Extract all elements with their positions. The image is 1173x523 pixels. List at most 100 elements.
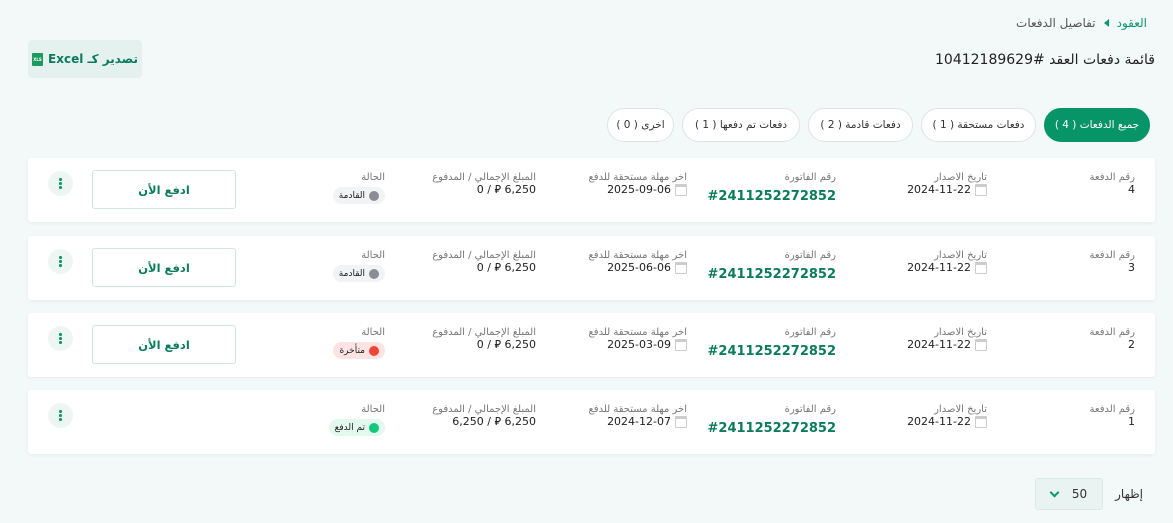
page-size-select[interactable]: 50 — [1035, 478, 1103, 510]
label: اخر مهلة مستحقة للدفع — [588, 404, 687, 415]
payment-card: رقم الدفعة 1 تاريخ الاصدار 2024-11-22 رقم … — [28, 390, 1155, 454]
invoice-number[interactable]: #2411252272852 — [707, 189, 836, 204]
issue-date: 2024-11-22 — [907, 338, 971, 351]
status-badge: القادمة — [332, 187, 385, 204]
label: رقم الدفعة — [1089, 404, 1135, 415]
payment-number-cell: رقم الدفعة 2 — [1090, 327, 1135, 351]
paid-amount: 0 — [476, 338, 484, 351]
riyal-icon: ⃁ — [494, 415, 501, 428]
status-badge: تم الدفع — [328, 419, 385, 436]
label: المبلغ الإجمالي / المدفوع — [432, 327, 536, 338]
export-excel-button[interactable]: تصدير كـ Excel XLS — [28, 40, 142, 78]
tab-3[interactable]: دفعات تم دفعها ( 1 ) — [682, 108, 800, 142]
deadline-date: 2024-12-07 — [607, 415, 671, 428]
total-amount: 6,250 — [504, 338, 537, 351]
calendar-icon — [675, 184, 687, 196]
more-options-icon[interactable] — [48, 249, 73, 274]
more-options-icon[interactable] — [48, 326, 73, 351]
label: تاريخ الاصدار — [934, 172, 987, 183]
paid-amount: 0 — [476, 261, 484, 274]
paid-amount: 6,250 — [452, 415, 484, 428]
total-amount: 6,250 — [504, 261, 537, 274]
label: رقم الدفعة — [1089, 327, 1135, 338]
invoice-number[interactable]: #2411252272852 — [707, 267, 836, 282]
status-text: القادمة — [338, 268, 365, 279]
page-title: قائمة دفعات العقد #10412189629 — [935, 52, 1155, 68]
breadcrumb-arrow-icon — [1103, 19, 1109, 27]
payment-card: رقم الدفعة 4 تاريخ الاصدار 2024-11-22 رقم … — [28, 158, 1155, 222]
label: الحالة — [361, 404, 385, 415]
label: رقم الدفعة — [1089, 172, 1135, 183]
label: رقم الفاتورة — [784, 327, 836, 338]
label: الحالة — [361, 327, 385, 338]
chevron-down-icon — [1049, 487, 1060, 497]
page-size-label: إظهار — [1115, 487, 1143, 501]
label: المبلغ الإجمالي / المدفوع — [432, 404, 536, 415]
status-dot-icon — [369, 345, 379, 356]
payment-number: 1 — [1128, 415, 1135, 428]
calendar-icon — [975, 416, 987, 428]
riyal-icon: ⃁ — [494, 261, 501, 274]
invoice-number[interactable]: #2411252272852 — [707, 421, 836, 436]
label: اخر مهلة مستحقة للدفع — [588, 250, 687, 261]
calendar-icon — [675, 416, 687, 428]
paid-amount: 0 — [476, 183, 484, 196]
export-label: تصدير كـ Excel — [48, 52, 138, 66]
issue-date: 2024-11-22 — [907, 183, 971, 196]
payment-number: 3 — [1128, 261, 1135, 274]
status-dot-icon — [369, 268, 379, 279]
status-text: القادمة — [338, 190, 365, 201]
payment-number-cell: رقم الدفعة 3 — [1090, 250, 1135, 274]
breadcrumb: العقود تفاصيل الدفعات — [1016, 16, 1147, 30]
payment-number: 4 — [1128, 183, 1135, 196]
label: رقم الفاتورة — [784, 404, 836, 415]
status-dot-icon — [369, 190, 379, 201]
tab-2[interactable]: دفعات قادمة ( 2 ) — [808, 108, 913, 142]
pay-now-button[interactable]: ادفع الأن — [92, 325, 236, 364]
label: اخر مهلة مستحقة للدفع — [588, 327, 687, 338]
invoice-number[interactable]: #2411252272852 — [707, 344, 836, 359]
page-size-value: 50 — [1071, 487, 1088, 501]
pay-now-button[interactable]: ادفع الأن — [92, 248, 236, 287]
payment-number-cell: رقم الدفعة 1 — [1090, 404, 1135, 428]
deadline-date: 2025-03-09 — [607, 338, 671, 351]
calendar-icon — [975, 262, 987, 274]
label: تاريخ الاصدار — [934, 404, 987, 415]
tab-4[interactable]: اخرى ( 0 ) — [607, 108, 674, 142]
payment-number: 2 — [1128, 338, 1135, 351]
breadcrumb-home[interactable]: العقود — [1116, 16, 1147, 30]
more-options-icon[interactable] — [48, 171, 73, 196]
tab-0[interactable]: جميع الدفعات ( 4 ) — [1044, 108, 1150, 142]
pay-now-button[interactable]: ادفع الأن — [92, 170, 236, 209]
deadline-date: 2025-06-06 — [607, 261, 671, 274]
label: رقم الدفعة — [1089, 250, 1135, 261]
deadline-date: 2025-09-06 — [607, 183, 671, 196]
more-options-icon[interactable] — [48, 403, 73, 428]
label: الحالة — [361, 172, 385, 183]
payment-number-cell: رقم الدفعة 4 — [1090, 172, 1135, 196]
status-text: متأخرة — [339, 345, 365, 356]
payment-card: رقم الدفعة 2 تاريخ الاصدار 2024-11-22 رقم … — [28, 313, 1155, 377]
label: الحالة — [361, 250, 385, 261]
status-badge: القادمة — [332, 265, 385, 282]
excel-file-icon: XLS — [32, 52, 44, 66]
label: تاريخ الاصدار — [934, 250, 987, 261]
calendar-icon — [975, 339, 987, 351]
label: رقم الفاتورة — [784, 172, 836, 183]
label: المبلغ الإجمالي / المدفوع — [432, 250, 536, 261]
total-amount: 6,250 — [504, 183, 537, 196]
payment-card: رقم الدفعة 3 تاريخ الاصدار 2024-11-22 رقم … — [28, 236, 1155, 300]
status-dot-icon — [369, 422, 379, 433]
label: تاريخ الاصدار — [934, 327, 987, 338]
tab-1[interactable]: دفعات مستحقة ( 1 ) — [921, 108, 1036, 142]
status-badge: متأخرة — [333, 342, 385, 359]
breadcrumb-current: تفاصيل الدفعات — [1016, 16, 1096, 30]
issue-date: 2024-11-22 — [907, 261, 971, 274]
label: اخر مهلة مستحقة للدفع — [588, 172, 687, 183]
label: المبلغ الإجمالي / المدفوع — [432, 172, 536, 183]
calendar-icon — [675, 339, 687, 351]
issue-date: 2024-11-22 — [907, 415, 971, 428]
calendar-icon — [675, 262, 687, 274]
total-amount: 6,250 — [504, 415, 537, 428]
status-text: تم الدفع — [334, 422, 365, 433]
